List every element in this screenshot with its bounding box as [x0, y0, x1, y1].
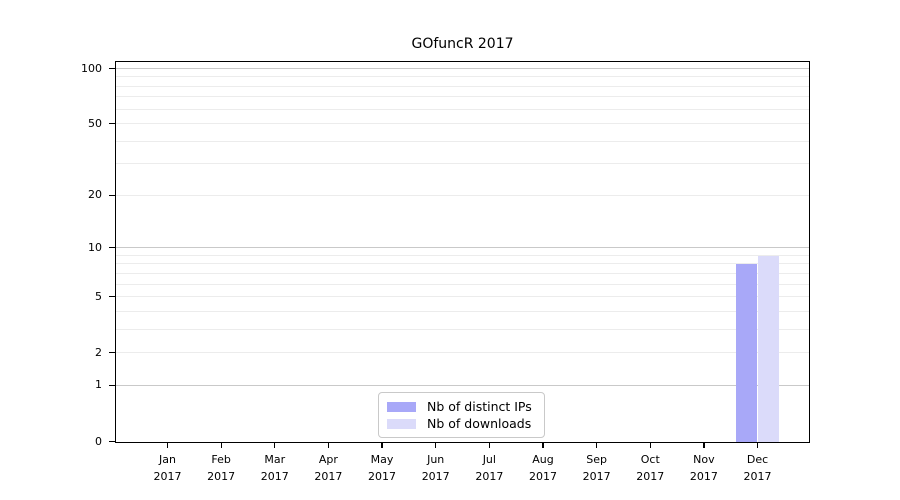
x-tick-label: Jun 2017 [404, 452, 468, 485]
x-tick-label-line: 2017 [528, 469, 557, 483]
legend-label-downloads: Nb of downloads [427, 416, 532, 431]
major-gridline [116, 247, 809, 249]
minor-gridline [116, 163, 809, 165]
x-tick-label: Oct 2017 [618, 452, 682, 485]
x-tick-label: Jul 2017 [457, 452, 521, 485]
x-tick-label-line: 2017 [475, 469, 504, 483]
x-tick-mark [327, 443, 330, 448]
x-tick-mark [381, 443, 383, 448]
x-tick-label-line: Apr [318, 453, 338, 466]
legend-swatch-distinct-ips [387, 401, 416, 412]
x-tick-label-line: May [370, 453, 394, 466]
y-tick-label: 20 [88, 188, 102, 202]
y-tick-mark [109, 440, 115, 443]
x-tick-label-line: 2017 [636, 469, 665, 483]
x-tick-label: Sep 2017 [565, 452, 629, 485]
legend: Nb of distinct IPs Nb of downloads [378, 392, 545, 438]
x-tick-label-line: 2017 [368, 469, 397, 483]
legend-item-distinct-ips: Nb of distinct IPs [387, 399, 544, 414]
x-tick-mark [274, 443, 276, 448]
minor-gridline [116, 272, 809, 274]
x-tick-label-line: 2017 [207, 469, 236, 483]
y-tick-label: 2 [95, 345, 102, 359]
x-tick-mark [756, 443, 759, 448]
bar-downloads [757, 255, 779, 442]
x-tick-label-line: Jul [482, 453, 496, 466]
major-gridline [116, 384, 809, 386]
minor-gridline [116, 283, 809, 285]
x-tick-mark [166, 443, 169, 448]
y-tick-mark [109, 352, 115, 354]
x-tick-label: Aug 2017 [511, 452, 575, 485]
major-gridline [116, 68, 809, 69]
x-tick-label-line: Feb [211, 453, 231, 466]
y-tick-mark [109, 123, 115, 125]
x-tick-label-line: 2017 [743, 469, 772, 483]
x-tick-mark [220, 443, 222, 448]
x-tick-label-line: 2017 [260, 469, 289, 483]
x-tick-label: Apr 2017 [296, 452, 360, 485]
y-tick-label: 10 [88, 240, 102, 254]
legend-item-downloads: Nb of downloads [387, 416, 544, 431]
x-tick-label: Dec 2017 [726, 452, 790, 485]
minor-gridline [116, 263, 809, 265]
y-tick-label: 0 [95, 434, 102, 448]
y-tick-label: 50 [88, 116, 102, 130]
minor-gridline [116, 108, 809, 110]
x-tick-label: Nov 2017 [672, 452, 736, 485]
x-tick-label: Jan 2017 [136, 452, 200, 485]
chart-title: GOfuncR 2017 [411, 36, 514, 52]
minor-gridline [116, 310, 809, 312]
x-tick-label: Mar 2017 [243, 452, 307, 485]
x-tick-label-line: Mar [264, 453, 286, 466]
x-tick-label: Feb 2017 [189, 452, 253, 485]
minor-gridline [116, 194, 809, 196]
y-tick-label: 100 [81, 61, 102, 75]
x-tick-label-line: 2017 [582, 469, 611, 483]
x-tick-mark [435, 443, 437, 448]
x-tick-label-line: 2017 [421, 469, 450, 483]
y-tick-mark [109, 384, 115, 387]
x-tick-mark [703, 443, 705, 448]
y-tick-mark [109, 67, 115, 70]
minor-gridline [116, 85, 809, 87]
minor-gridline [116, 76, 809, 78]
plot-area [115, 61, 810, 443]
minor-gridline [116, 254, 809, 256]
x-tick-label-line: Sep [586, 453, 607, 466]
y-tick-mark [109, 194, 115, 197]
x-tick-label: May 2017 [350, 452, 414, 485]
x-tick-label-line: 2017 [314, 469, 343, 483]
x-tick-label-line: Oct [640, 453, 660, 466]
x-tick-label-line: Aug [532, 453, 554, 466]
x-tick-mark [542, 443, 544, 448]
minor-gridline [116, 140, 809, 142]
legend-label-distinct-ips: Nb of distinct IPs [427, 399, 532, 414]
x-tick-mark [488, 443, 491, 448]
y-tick-label: 5 [95, 289, 102, 303]
minor-gridline [116, 96, 809, 98]
y-tick-mark [109, 247, 115, 249]
x-tick-mark [649, 443, 651, 448]
x-tick-label-line: 2017 [153, 469, 182, 483]
x-tick-mark [596, 443, 598, 448]
minor-gridline [116, 296, 809, 298]
x-tick-label-line: Jan [159, 453, 176, 466]
y-tick-mark [109, 296, 115, 298]
minor-gridline [116, 352, 809, 354]
legend-swatch-downloads [387, 418, 416, 429]
x-tick-label-line: Nov [693, 453, 715, 466]
y-tick-label: 1 [95, 378, 102, 392]
x-tick-label-line: Jun [427, 453, 445, 466]
minor-gridline [116, 328, 809, 330]
x-tick-label-line: Dec [746, 453, 769, 466]
minor-gridline [116, 123, 809, 125]
bar-distinct-ips [736, 264, 758, 442]
x-tick-label-line: 2017 [689, 469, 718, 483]
